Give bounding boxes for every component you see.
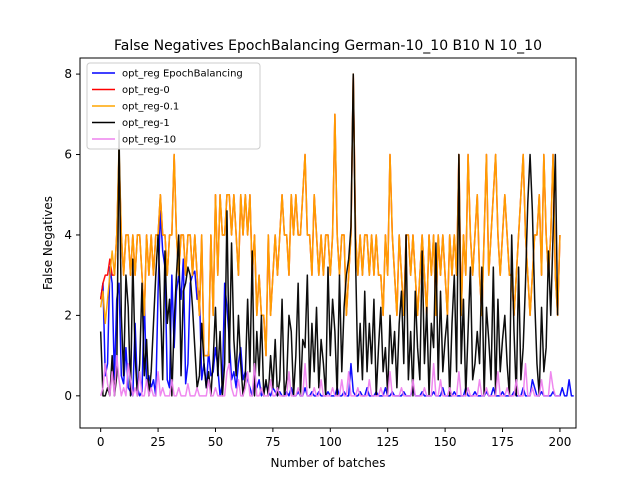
x-tick-label: 25 — [150, 435, 165, 449]
x-tick-label: 100 — [319, 435, 342, 449]
y-tick-label: 8 — [64, 67, 72, 81]
x-tick-label: 125 — [376, 435, 399, 449]
x-tick-label: 75 — [265, 435, 280, 449]
series-layer — [99, 73, 574, 397]
series-line-opt-reg-1 — [99, 73, 559, 397]
legend-entry-label: opt_reg EpochBalancing — [122, 69, 243, 80]
x-tick-label: 50 — [208, 435, 223, 449]
series-line-opt-reg-0-1 — [99, 73, 561, 357]
x-axis-label: Number of batches — [271, 456, 386, 470]
y-tick-label: 4 — [64, 228, 72, 242]
legend-entry-label: opt_reg-1 — [122, 118, 170, 129]
y-tick-label: 6 — [64, 148, 72, 162]
plot-frame — [79, 57, 577, 429]
y-axis: 0 2 4 6 8 — [64, 67, 80, 403]
legend-entry-label: opt_reg-0 — [122, 85, 170, 96]
y-tick-label: 2 — [64, 308, 72, 322]
plot-area — [79, 57, 577, 429]
legend-entry-label: opt_reg-10 — [122, 135, 176, 146]
series-line-opt-reg-10 — [99, 354, 560, 397]
chart-title: False Negatives EpochBalancing German-10… — [114, 38, 542, 54]
y-axis-label: False Negatives — [41, 196, 55, 290]
x-tick-label: 200 — [548, 435, 571, 449]
x-axis: 0 25 50 75 100 125 150 175 200 — [97, 428, 571, 449]
x-tick-label: 150 — [434, 435, 457, 449]
x-tick-label: 0 — [97, 435, 105, 449]
y-tick-label: 0 — [64, 389, 72, 403]
legend-entry-label: opt_reg-0.1 — [122, 102, 179, 113]
legend: opt_reg EpochBalancing opt_reg-0 opt_reg-0… — [86, 62, 261, 150]
x-tick-label: 175 — [491, 435, 514, 449]
legend-box — [86, 62, 261, 150]
